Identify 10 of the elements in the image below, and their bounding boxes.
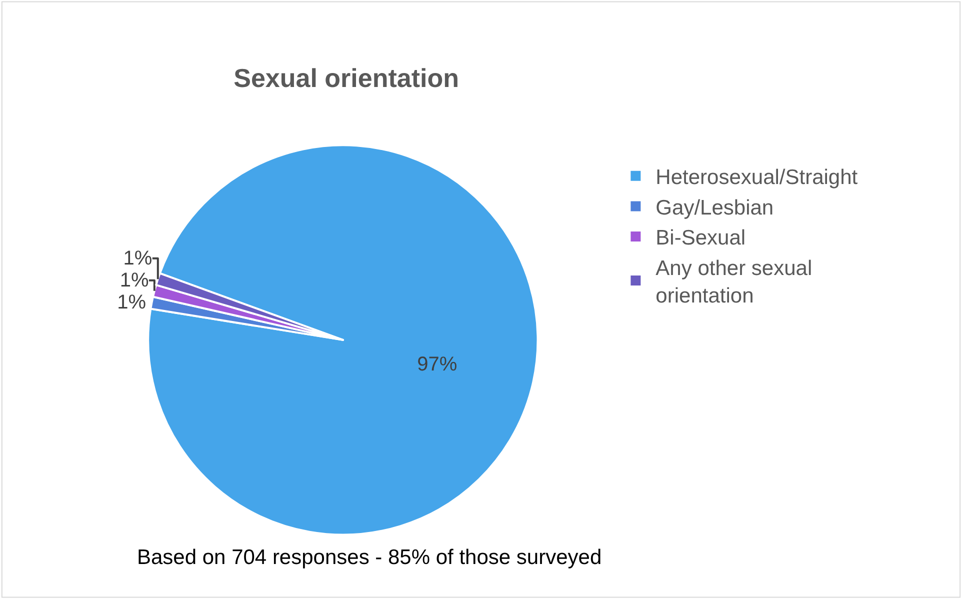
legend-label: Any other sexual orientation — [656, 256, 812, 308]
legend-label: Bi-Sexual — [656, 226, 746, 250]
legend-label: Heterosexual/Straight — [656, 166, 858, 190]
data-label: 97% — [417, 353, 458, 376]
data-label: 1% — [117, 291, 146, 314]
legend-label: Gay/Lesbian — [656, 196, 774, 220]
text: Based on 704 responses - 85% of those surveyed — [137, 546, 602, 569]
data-label: 1% — [123, 247, 152, 270]
data-label: 1% — [120, 269, 149, 292]
chart-title: Sexual orientation — [234, 62, 460, 93]
